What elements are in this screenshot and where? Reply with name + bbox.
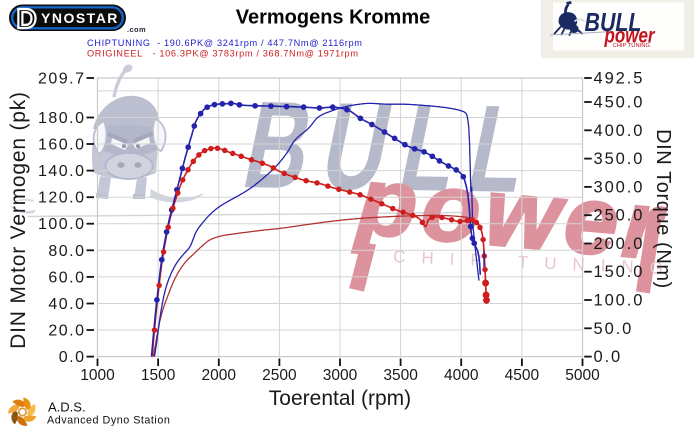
svg-text:100.0: 100.0 [594, 292, 645, 310]
svg-text:BULL: BULL [234, 75, 555, 218]
svg-text:D: D [17, 3, 37, 34]
svg-text:DIN Torque (Nm): DIN Torque (Nm) [652, 129, 674, 289]
svg-text:CHIP TUNING: CHIP TUNING [613, 43, 651, 49]
svg-text:300.0: 300.0 [594, 178, 645, 196]
svg-text:ORIGINEEL - 106.3PK@ 3783rpm: ORIGINEEL - 106.3PK@ 3783rpm / 368.7Nm@ … [87, 49, 359, 59]
svg-text:200.0: 200.0 [594, 235, 645, 253]
svg-text:4000: 4000 [444, 367, 479, 384]
svg-text:209.7: 209.7 [38, 71, 86, 88]
svg-text:450.0: 450.0 [594, 94, 645, 112]
svg-text:180.0: 180.0 [38, 110, 86, 127]
svg-text:YNOSTAR: YNOSTAR [41, 10, 119, 26]
svg-text:40.0: 40.0 [48, 296, 85, 313]
svg-text:160.0: 160.0 [38, 137, 86, 154]
svg-text:Toerental (rpm): Toerental (rpm) [269, 387, 411, 410]
svg-text:350.0: 350.0 [594, 150, 645, 168]
svg-text:80.0: 80.0 [48, 243, 85, 260]
svg-text:DIN Motor Vermogen (pk): DIN Motor Vermogen (pk) [7, 91, 30, 349]
svg-text:BULL: BULL [585, 7, 642, 37]
svg-text:140.0: 140.0 [38, 163, 86, 180]
svg-text:2000: 2000 [202, 367, 237, 384]
svg-text:400.0: 400.0 [594, 122, 645, 140]
svg-text:3000: 3000 [323, 367, 358, 384]
svg-text:1500: 1500 [141, 367, 176, 384]
svg-text:250.0: 250.0 [594, 207, 645, 225]
svg-text:CHIPTUNING - 190.6PK@ 3241rpm: CHIPTUNING - 190.6PK@ 3241rpm / 447.7Nm@… [87, 38, 363, 48]
svg-text:5000: 5000 [565, 367, 600, 384]
svg-text:150.0: 150.0 [594, 263, 645, 281]
svg-text:1000: 1000 [80, 367, 115, 384]
svg-text:Advanced Dyno Station: Advanced Dyno Station [47, 415, 170, 427]
svg-text:20.0: 20.0 [48, 323, 85, 340]
svg-text:2500: 2500 [262, 367, 297, 384]
svg-text:Vermogens Kromme: Vermogens Kromme [236, 7, 431, 29]
svg-text:50.0: 50.0 [594, 320, 634, 338]
svg-text:60.0: 60.0 [48, 269, 85, 286]
svg-text:3500: 3500 [383, 367, 418, 384]
svg-text:A.D.S.: A.D.S. [48, 400, 86, 415]
svg-text:0.0: 0.0 [594, 348, 623, 366]
svg-text:4500: 4500 [505, 367, 540, 384]
svg-text:100.0: 100.0 [38, 216, 86, 233]
svg-text:power: power [604, 25, 656, 48]
svg-text:.com: .com [127, 25, 146, 34]
svg-text:120.0: 120.0 [38, 190, 86, 207]
svg-text:492.5: 492.5 [594, 70, 645, 88]
svg-text:0.0: 0.0 [59, 349, 86, 366]
